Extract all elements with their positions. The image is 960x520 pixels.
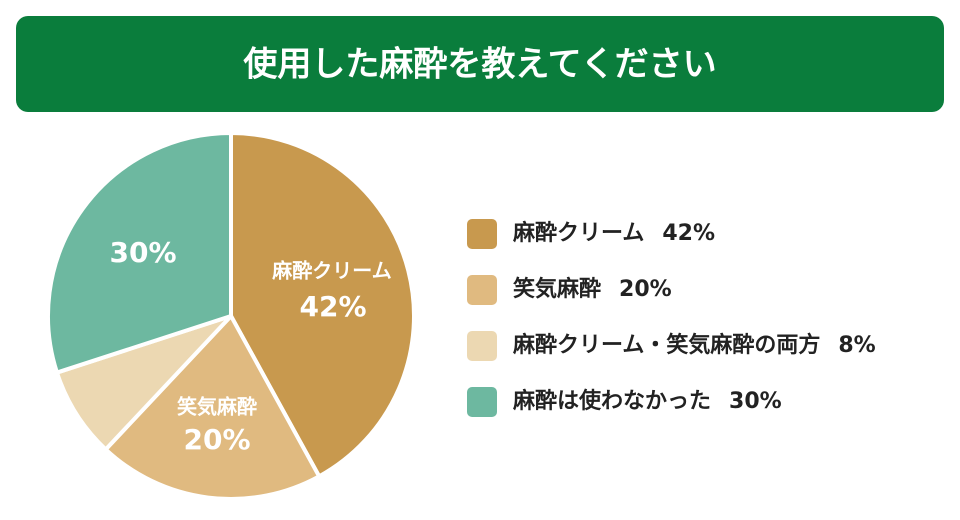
slice-value-label: 20% <box>183 423 250 456</box>
legend-entry: 笑気麻酔 20% <box>513 276 672 302</box>
legend-swatch <box>467 219 497 249</box>
legend-entry: 麻酔は使わなかった 30% <box>512 388 782 414</box>
slice-value-label: 42% <box>299 290 366 323</box>
slice-value-label: 30% <box>109 236 176 269</box>
pie-slice <box>229 130 416 480</box>
title-banner <box>16 16 944 112</box>
legend-value: 20% <box>619 277 672 302</box>
legend-swatch <box>467 275 497 305</box>
legend-entry: 麻酔クリーム・笑気麻酔の両方 8% <box>512 332 876 358</box>
legend-label: 笑気麻酔 <box>513 276 601 302</box>
legend-label: 麻酔クリーム <box>512 220 644 246</box>
legend-swatch <box>467 387 497 417</box>
legend-value: 30% <box>729 389 782 414</box>
legend-label: 麻酔は使わなかった <box>512 388 711 414</box>
legend-value: 8% <box>838 333 875 358</box>
pie-slice <box>102 312 322 501</box>
slice-name-label: 笑気麻酔 <box>177 395 257 419</box>
chart-title: 使用した麻酔を教えてください <box>242 45 716 85</box>
legend-label: 麻酔クリーム・笑気麻酔の両方 <box>512 332 820 358</box>
pie-slice <box>46 130 233 376</box>
legend-swatch <box>467 331 497 361</box>
legend-value: 42% <box>662 221 715 246</box>
legend-entry: 麻酔クリーム 42% <box>512 220 715 246</box>
slice-name-label: 麻酔クリーム <box>271 259 391 283</box>
